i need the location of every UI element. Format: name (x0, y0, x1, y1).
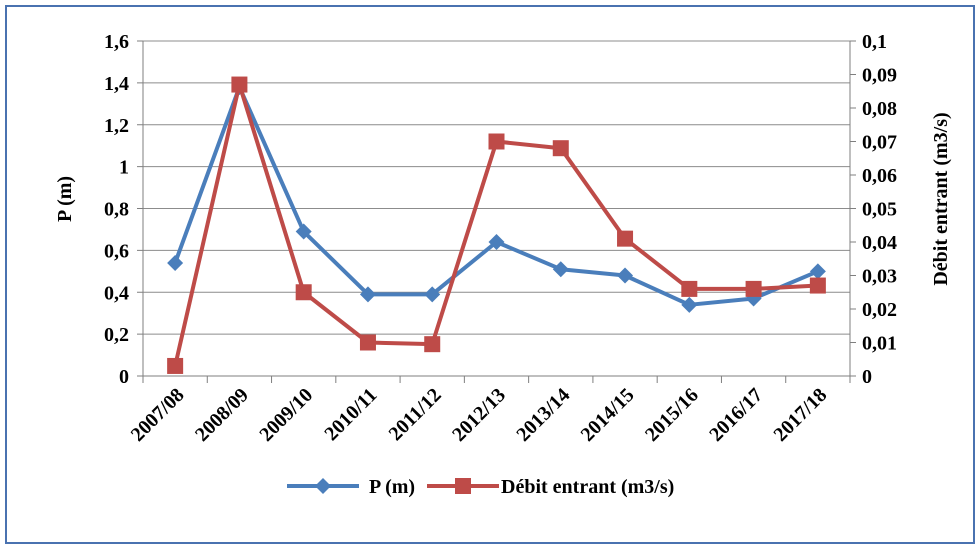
right-tick-label: 0,03 (862, 266, 897, 288)
right-tick-label: 0,06 (862, 165, 897, 187)
right-tick-label: 0,08 (862, 98, 897, 120)
left-tick-label: 1 (119, 157, 129, 179)
left-tick-label: 0 (119, 366, 129, 388)
legend-entry-1: P (m) (287, 476, 415, 498)
data-point-diamond (295, 223, 312, 240)
left-tick-label: 1,2 (104, 115, 129, 137)
line-chart: 0 0,2 0,4 0,6 0,8 1 1,2 1,4 1,6 0 0,01 0,02 0,03 0,0… (54, 31, 952, 498)
data-point-diamond (681, 296, 698, 313)
data-point-diamond (552, 261, 569, 278)
right-tick-label: 0,01 (862, 333, 897, 355)
legend-label: Débit entrant (m3/s) (501, 476, 674, 498)
left-tick-label: 0,2 (104, 324, 129, 346)
x-tick-label: 2007/08 (127, 384, 189, 446)
data-point-square (424, 336, 441, 353)
left-axis-label: P (m) (54, 176, 76, 222)
data-point-square (809, 277, 826, 294)
x-tick-label: 2012/13 (448, 384, 510, 446)
data-point-square (295, 284, 312, 301)
chart-frame: 0 0,2 0,4 0,6 0,8 1 1,2 1,4 1,6 0 0,01 0,02 0,03 0,0… (5, 5, 975, 544)
x-tick-label: 2008/09 (191, 384, 253, 446)
x-tick-label: 2013/14 (512, 384, 574, 446)
x-tick-label: 2014/15 (577, 384, 639, 446)
right-axis-ticks: 0 0,01 0,02 0,03 0,04 0,05 0,06 0,07 0,08 0,09 0,1 (850, 31, 897, 388)
data-point-diamond (359, 286, 376, 303)
series-2 (167, 76, 826, 374)
data-point-diamond (424, 286, 441, 303)
data-point-square (681, 280, 698, 297)
right-tick-label: 0,1 (862, 31, 887, 53)
right-tick-label: 0 (862, 366, 872, 388)
data-point-diamond (167, 254, 184, 271)
data-point-square (745, 280, 762, 297)
data-point-square (617, 230, 634, 247)
data-point-diamond (809, 263, 826, 280)
right-tick-label: 0,02 (862, 299, 897, 321)
data-point-square (359, 334, 376, 351)
left-tick-label: 1,4 (104, 73, 129, 95)
left-tick-label: 1,6 (104, 31, 129, 53)
left-tick-label: 0,8 (104, 199, 129, 221)
x-tick-label: 2009/10 (255, 384, 317, 446)
legend-entry-2: Débit entrant (m3/s) (427, 476, 674, 498)
series-1 (167, 79, 826, 313)
data-point-square (552, 140, 569, 157)
x-tick-label: 2017/18 (769, 384, 831, 446)
legend-label: P (m) (369, 476, 415, 498)
x-tick-label: 2015/16 (641, 384, 703, 446)
legend-marker-diamond (315, 478, 331, 494)
legend: P (m) Débit entrant (m3/s) (287, 476, 674, 498)
right-tick-label: 0,07 (862, 132, 897, 154)
left-tick-label: 0,4 (104, 282, 129, 304)
series-line (173, 82, 818, 367)
series-line (173, 85, 819, 307)
data-point-square (167, 357, 184, 374)
data-point-diamond (488, 234, 505, 250)
right-tick-label: 0,05 (862, 199, 897, 221)
x-tick-label: 2016/17 (705, 384, 767, 446)
x-tick-label: 2010/11 (320, 384, 381, 445)
data-point-square (231, 76, 248, 93)
right-axis-label: Débit entrant (m3/s) (930, 112, 952, 285)
data-point-square (488, 133, 505, 150)
right-tick-label: 0,09 (862, 65, 897, 87)
left-tick-label: 0,6 (104, 240, 129, 262)
series-layer (167, 76, 826, 374)
x-axis-ticks: 2007/08 2008/09 2009/10 2010/11 2011/12 2012/… (127, 376, 851, 446)
legend-marker-square (455, 478, 471, 494)
right-tick-label: 0,04 (862, 232, 897, 254)
gridlines (143, 40, 850, 335)
left-axis-ticks: 0 0,2 0,4 0,6 0,8 1 1,2 1,4 1,6 (104, 31, 143, 388)
data-point-diamond (617, 267, 634, 284)
x-tick-label: 2011/12 (385, 384, 446, 445)
